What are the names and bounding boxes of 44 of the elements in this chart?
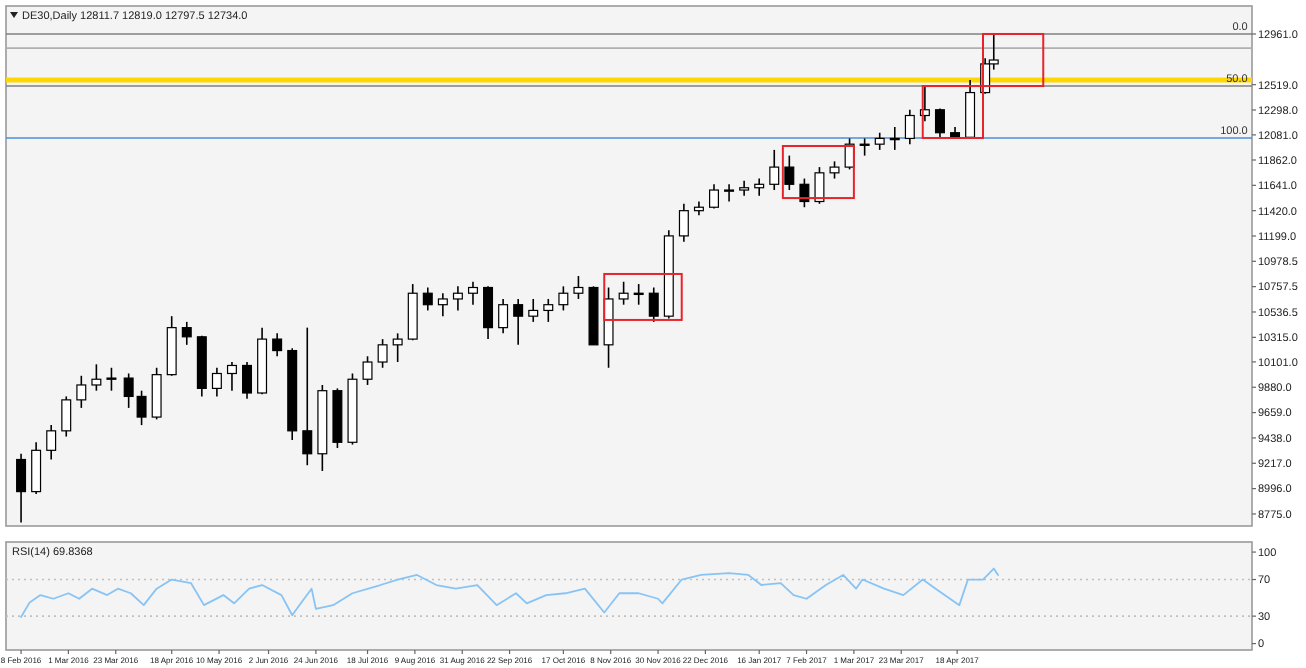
candlestick	[467, 280, 478, 306]
candlestick	[46, 424, 57, 461]
candlestick	[392, 332, 403, 363]
candlestick	[904, 108, 915, 145]
candlestick	[362, 355, 373, 386]
candlestick	[814, 166, 825, 205]
candlestick	[106, 366, 117, 392]
candlestick	[407, 283, 418, 342]
candlestick	[151, 366, 162, 421]
candlestick	[211, 366, 222, 398]
candlestick	[648, 286, 659, 323]
candlestick	[452, 285, 463, 312]
candlestick	[76, 374, 87, 409]
candlestick	[422, 286, 433, 312]
candlestick	[242, 361, 253, 400]
candlestick	[709, 183, 719, 210]
candlestick	[437, 292, 448, 317]
candlestick	[784, 154, 795, 191]
candlestick	[272, 332, 283, 358]
candlestick	[166, 315, 177, 377]
candlestick	[528, 298, 539, 323]
candlestick	[61, 395, 72, 438]
candlestick	[543, 298, 554, 323]
candlestick	[965, 79, 976, 139]
candlestick	[181, 321, 192, 346]
candlestick	[377, 338, 388, 369]
candlestick	[618, 280, 629, 306]
candlestick	[603, 286, 614, 369]
candlestick	[513, 298, 524, 346]
candlestick	[739, 180, 750, 197]
candlestick	[226, 361, 237, 392]
candlestick	[573, 275, 584, 300]
candlestick	[724, 183, 735, 203]
candlestick	[934, 107, 945, 140]
candlestick	[498, 298, 509, 335]
candlestick	[769, 149, 780, 191]
candlestick	[91, 363, 102, 392]
candlestick	[31, 441, 42, 495]
line-series	[20, 567, 999, 618]
candlestick	[678, 202, 689, 243]
candlestick	[16, 452, 27, 524]
candlestick	[483, 285, 494, 340]
candlestick	[302, 326, 313, 467]
candlestick	[558, 285, 569, 312]
